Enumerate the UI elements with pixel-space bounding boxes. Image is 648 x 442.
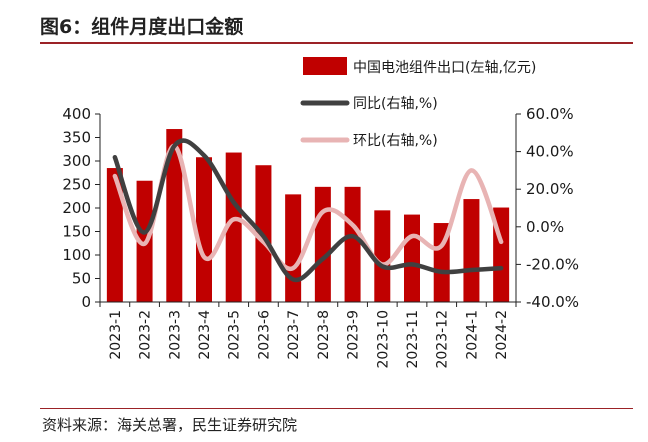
right-tick-label: 40.0% <box>526 143 574 161</box>
bar-2023-11 <box>404 214 420 302</box>
legend-bar-label: 中国电池组件出口(左轴,亿元) <box>353 60 536 76</box>
right-tick-label: -20.0% <box>526 255 579 273</box>
left-tick-label: 200 <box>62 199 91 217</box>
figure-title: 图6：组件月度出口金额 <box>40 16 244 38</box>
source-note: 资料来源：海关总署，民生证券研究院 <box>42 416 298 434</box>
x-tick-label: 2023-12 <box>435 310 451 369</box>
x-tick-label: 2023-1 <box>108 310 124 360</box>
x-tick-label: 2023-5 <box>227 310 243 360</box>
axes-layer: 0 50 100 150 200 250 300 350 400 -40.0% -20.0% 0.0%… <box>62 105 579 369</box>
x-tick-label: 2024-1 <box>464 310 480 360</box>
right-tick-label: -40.0% <box>526 293 579 311</box>
x-tick-label: 2023-3 <box>167 310 183 360</box>
x-tick-label: 2024-2 <box>494 310 510 360</box>
legend-mom-label: 环比(右轴,%) <box>353 133 438 149</box>
legend-bar-swatch <box>303 57 347 75</box>
right-tick-label: 0.0% <box>526 218 564 236</box>
bar-2024-1 <box>463 199 480 302</box>
left-tick-label: 400 <box>62 105 91 123</box>
bar-2023-4 <box>196 157 212 302</box>
left-tick-label: 350 <box>62 129 91 147</box>
left-tick-label: 300 <box>62 152 91 170</box>
bar-2023-9 <box>344 186 361 302</box>
right-tick-label: 20.0% <box>526 180 574 198</box>
legend-yoy-label: 同比(右轴,%) <box>353 96 438 112</box>
x-tick-label: 2023-7 <box>286 310 302 360</box>
x-tick-label: 2023-10 <box>375 310 391 369</box>
bar-2023-3 <box>166 129 183 302</box>
bar-2023-7 <box>285 194 302 302</box>
bar-2023-5 <box>225 152 242 302</box>
x-tick-label: 2023-6 <box>256 310 272 360</box>
left-tick-label: 250 <box>62 176 91 194</box>
x-tick-label: 2023-4 <box>197 310 213 360</box>
left-tick-label: 0 <box>81 293 91 311</box>
left-tick-label: 50 <box>72 270 91 288</box>
yoy-line <box>112 138 504 283</box>
x-tick-label: 2023-2 <box>138 310 154 360</box>
x-tick-label: 2023-8 <box>316 310 332 360</box>
right-tick-label: 60.0% <box>526 105 574 123</box>
bar-2023-8 <box>314 186 331 302</box>
bar-2023-10 <box>374 210 391 302</box>
lines-layer <box>112 138 504 283</box>
bar-2023-1 <box>106 168 123 302</box>
left-tick-label: 100 <box>62 246 91 264</box>
legend: 中国电池组件出口(左轴,亿元) 同比(右轴,%) 环比(右轴,%) <box>300 57 536 149</box>
left-tick-label: 150 <box>62 223 91 241</box>
bars-layer <box>106 129 510 302</box>
title-divider <box>40 42 633 44</box>
x-tick-label: 2023-9 <box>346 310 362 360</box>
x-tick-label: 2023-11 <box>405 310 421 369</box>
source-divider <box>40 408 633 409</box>
